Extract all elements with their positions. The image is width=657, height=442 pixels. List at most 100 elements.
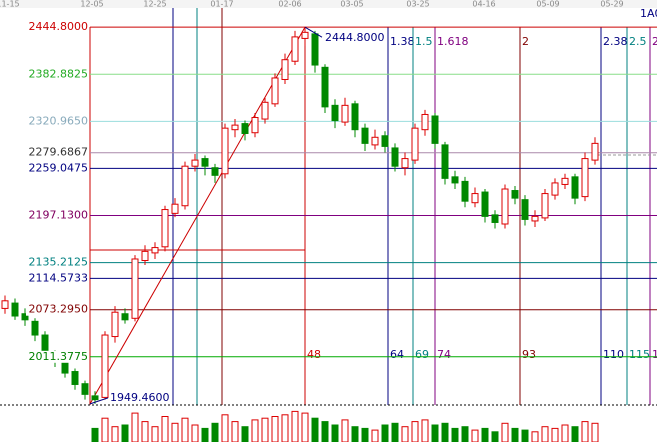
- candle-body: [451, 176, 459, 184]
- volume-bar: [261, 417, 269, 442]
- volume-bar: [371, 429, 379, 442]
- candle-body: [571, 176, 579, 199]
- volume-bar: [441, 422, 449, 442]
- candle-body: [91, 395, 99, 401]
- candle-body: [241, 123, 249, 134]
- candle-body: [381, 135, 389, 147]
- volume-bar: [431, 424, 439, 442]
- volume-bar: [271, 416, 279, 442]
- volume-bar: [181, 417, 189, 442]
- candle-body: [481, 191, 489, 217]
- time-ratio-label: 2.38: [603, 35, 628, 48]
- corner-label: 1A0: [640, 7, 657, 20]
- level-label-bg: [26, 115, 89, 128]
- candle-body: [201, 158, 209, 167]
- volume-bar: [221, 414, 229, 442]
- candle-body: [181, 165, 189, 207]
- volume-bar: [311, 417, 319, 442]
- candle-body: [11, 302, 19, 317]
- volume-bar: [161, 416, 169, 442]
- volume-bar: [151, 426, 159, 442]
- swing-line: [89, 26, 306, 405]
- volume-bar: [381, 424, 389, 442]
- volume-bar: [511, 427, 519, 442]
- time-count-label: 110: [603, 348, 624, 361]
- date-label: 12-25: [143, 0, 166, 9]
- high-label: 2444.8000: [325, 31, 385, 44]
- volume-bar: [211, 422, 219, 442]
- candle-body: [501, 188, 509, 225]
- volume-bar: [171, 422, 179, 442]
- candle-body: [301, 31, 309, 39]
- time-count-label: 64: [390, 348, 404, 361]
- candle-body: [591, 142, 599, 161]
- low-pointer: [89, 397, 109, 405]
- level-label-bg: [26, 272, 89, 285]
- candle-body: [511, 190, 519, 199]
- candle-body: [401, 158, 409, 169]
- candle-body: [281, 59, 289, 80]
- candle-body: [101, 334, 109, 398]
- level-label: 2279.6867: [29, 146, 89, 159]
- time-count-label: 48: [307, 348, 321, 361]
- volume-bar: [541, 426, 549, 442]
- candle-body: [131, 258, 139, 319]
- date-label: 03-25: [406, 0, 429, 9]
- candle-body: [461, 180, 469, 202]
- candle-body: [251, 117, 259, 134]
- candle-body: [191, 159, 199, 167]
- volume-bar: [461, 426, 469, 442]
- time-ratio-label: 2: [652, 35, 657, 48]
- candle-body: [581, 158, 589, 198]
- candle-body: [161, 209, 169, 248]
- candle-body: [341, 104, 349, 123]
- volume-bar: [501, 422, 509, 442]
- candle-body: [551, 182, 559, 196]
- time-count-label: 115: [629, 348, 650, 361]
- date-label: 05-29: [600, 0, 623, 9]
- volume-bar: [561, 424, 569, 442]
- volume-bar: [531, 431, 539, 442]
- time-count-label: 93: [522, 348, 536, 361]
- volume-bar: [121, 424, 129, 442]
- level-label: 2320.9650: [29, 114, 89, 127]
- volume-bar: [361, 427, 369, 442]
- candle-body: [541, 193, 549, 219]
- volume-bar: [421, 419, 429, 442]
- candle-body: [521, 199, 529, 220]
- candle-body: [491, 214, 499, 223]
- date-label: 02-06: [278, 0, 301, 9]
- volume-bar: [101, 417, 109, 442]
- candles: [1, 27, 599, 442]
- candle-body: [331, 104, 339, 122]
- volume-bar: [281, 414, 289, 442]
- volume-bar: [411, 421, 419, 442]
- level-label-bg: [26, 350, 89, 363]
- time-ratio-label: 1.618: [437, 35, 469, 48]
- date-label: 12-05: [80, 0, 103, 9]
- level-label: 2114.5733: [29, 271, 89, 284]
- time-count-label: 1: [652, 348, 657, 361]
- candle-body: [121, 313, 129, 321]
- candle-body: [71, 371, 79, 385]
- volume-bar: [521, 429, 529, 442]
- time-count-label: 74: [437, 348, 451, 361]
- level-label-bg: [26, 162, 89, 175]
- volume-bar: [241, 426, 249, 442]
- candle-body: [391, 147, 399, 167]
- candle-body: [231, 124, 239, 131]
- date-label: 01-17: [210, 0, 233, 9]
- volume-bar: [301, 412, 309, 442]
- level-label-bg: [26, 209, 89, 222]
- high-pointer: [304, 26, 323, 38]
- level-label: 2011.3775: [29, 350, 89, 363]
- volume-bar: [481, 427, 489, 442]
- candle-body: [471, 193, 479, 204]
- candle-body: [531, 215, 539, 222]
- volume-bar: [471, 429, 479, 442]
- candle-body: [271, 77, 279, 105]
- candle-body: [111, 311, 119, 338]
- date-strip: [0, 0, 657, 8]
- volume-bar: [351, 426, 359, 442]
